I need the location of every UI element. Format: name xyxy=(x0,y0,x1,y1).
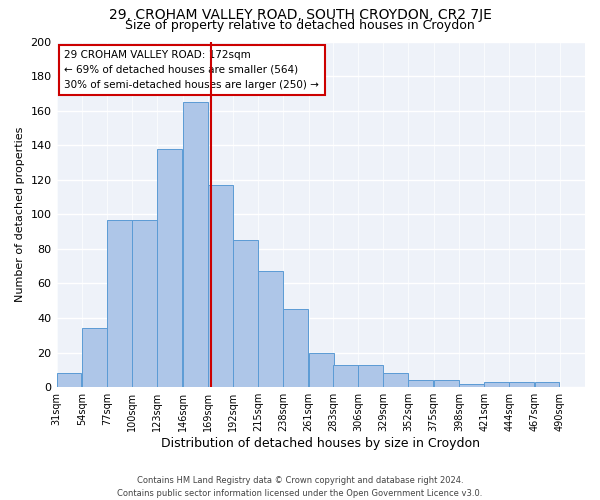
Text: 29, CROHAM VALLEY ROAD, SOUTH CROYDON, CR2 7JE: 29, CROHAM VALLEY ROAD, SOUTH CROYDON, C… xyxy=(109,8,491,22)
Bar xyxy=(107,220,132,387)
Text: 29 CROHAM VALLEY ROAD: 172sqm
← 69% of detached houses are smaller (564)
30% of : 29 CROHAM VALLEY ROAD: 172sqm ← 69% of d… xyxy=(64,50,319,90)
Bar xyxy=(208,185,233,387)
Bar xyxy=(56,374,82,387)
Bar xyxy=(484,382,509,387)
Bar xyxy=(459,384,484,387)
Bar xyxy=(82,328,107,387)
Bar xyxy=(233,240,258,387)
Bar xyxy=(258,272,283,387)
X-axis label: Distribution of detached houses by size in Croydon: Distribution of detached houses by size … xyxy=(161,437,480,450)
Y-axis label: Number of detached properties: Number of detached properties xyxy=(15,126,25,302)
Bar xyxy=(157,148,182,387)
Text: Contains HM Land Registry data © Crown copyright and database right 2024.
Contai: Contains HM Land Registry data © Crown c… xyxy=(118,476,482,498)
Bar xyxy=(309,352,334,387)
Bar xyxy=(182,102,208,387)
Bar xyxy=(535,382,559,387)
Bar xyxy=(333,364,358,387)
Bar xyxy=(409,380,433,387)
Text: Size of property relative to detached houses in Croydon: Size of property relative to detached ho… xyxy=(125,19,475,32)
Bar xyxy=(434,380,458,387)
Bar xyxy=(509,382,534,387)
Bar xyxy=(383,374,408,387)
Bar xyxy=(132,220,157,387)
Bar xyxy=(283,310,308,387)
Bar xyxy=(358,364,383,387)
